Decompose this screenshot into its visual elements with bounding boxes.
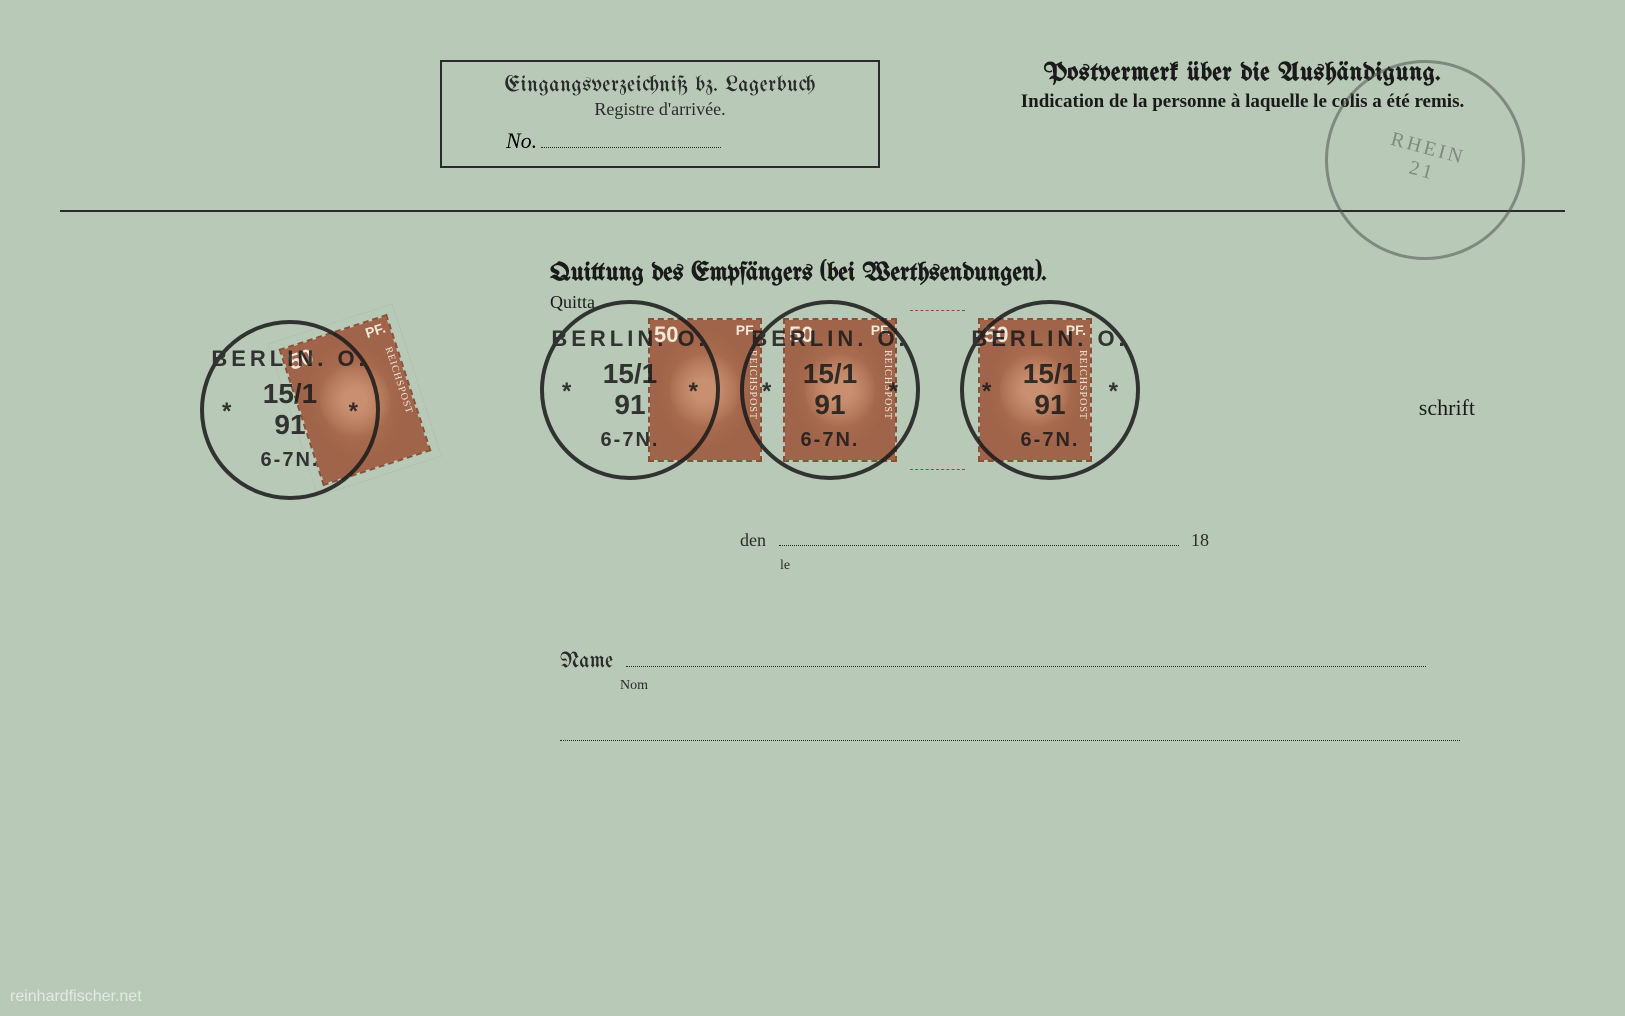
postmark-date: 15/191 <box>1023 359 1078 421</box>
postmark-date: 15/191 <box>803 359 858 421</box>
den-label: den <box>740 530 766 550</box>
registry-number-field: No. <box>506 128 854 154</box>
postmark-2: BERLIN. O. * 15/191 * 6-7N. <box>540 300 720 480</box>
postmark-date: 15/191 <box>263 379 318 441</box>
postmark-3: BERLIN. O. * 15/191 * 6-7N. <box>740 300 920 480</box>
receipt-title: Quittung des Empfängers (bei Werthsendun… <box>550 260 1047 287</box>
star-icon: * <box>1109 378 1118 406</box>
postmark-city: BERLIN. O. <box>211 346 368 372</box>
schrift-label: schrift <box>1419 395 1475 421</box>
nom-label: Nom <box>620 678 648 694</box>
star-icon: * <box>562 378 571 406</box>
postmark-time: 6-7N. <box>601 429 660 452</box>
name-field: Name <box>560 650 1426 673</box>
name-line-2 <box>560 740 1460 741</box>
postmark-time: 6-7N. <box>801 429 860 452</box>
star-icon: * <box>222 398 231 426</box>
postmark-date: 15/191 <box>603 359 658 421</box>
star-icon: * <box>889 378 898 406</box>
postmark-time: 6-7N. <box>1021 429 1080 452</box>
postmark-city: BERLIN. O. <box>971 326 1128 352</box>
no-label: No. <box>506 128 537 153</box>
registry-title: Eingangsverzeichniß bz. Lagerbuch <box>466 74 854 97</box>
name-line <box>626 666 1426 667</box>
date-line <box>779 545 1179 546</box>
registry-box: Eingangsverzeichniß bz. Lagerbuch Regist… <box>440 60 880 168</box>
postmark-city: BERLIN. O. <box>551 326 708 352</box>
star-icon: * <box>982 378 991 406</box>
postmark-city: BERLIN. O. <box>751 326 908 352</box>
star-icon: * <box>689 378 698 406</box>
postmark-time: 6-7N. <box>261 449 320 472</box>
registry-subtitle: Registre d'arrivée. <box>466 99 854 120</box>
year-prefix: 18 <box>1191 530 1209 550</box>
stamp-currency: PF. <box>363 320 387 341</box>
le-label: le <box>780 558 790 574</box>
name-label: Name <box>560 650 613 673</box>
watermark: reinhardfischer.net <box>10 988 142 1006</box>
no-line <box>541 147 721 148</box>
postal-document: Eingangsverzeichniß bz. Lagerbuch Regist… <box>0 0 1625 1016</box>
date-field: den 18 <box>740 530 1209 551</box>
postmark-4: BERLIN. O. * 15/191 * 6-7N. <box>960 300 1140 480</box>
star-icon: * <box>349 398 358 426</box>
postmark-1: BERLIN. O. * 15/191 * 6-7N. <box>200 320 380 500</box>
star-icon: * <box>762 378 771 406</box>
arrival-text: RHEIN 21 <box>1382 128 1467 192</box>
